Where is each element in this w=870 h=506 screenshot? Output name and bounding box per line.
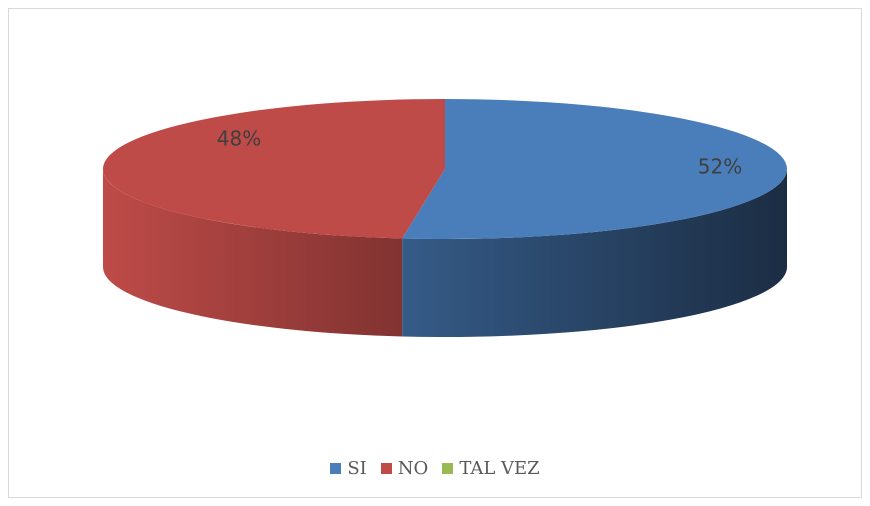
legend-item-si: SI: [330, 458, 367, 479]
legend-label-tal-vez: TAL VEZ: [459, 458, 540, 479]
legend-item-tal-vez: TAL VEZ: [442, 458, 540, 479]
legend-swatch-si: [330, 463, 342, 474]
legend-item-no: NO: [380, 458, 429, 479]
slice-side-si: [402, 169, 787, 337]
slice-top-no: [102, 99, 445, 239]
slice-side-no: [103, 169, 403, 337]
data-label-si: 52%: [698, 155, 742, 179]
legend: SI NO TAL VEZ: [0, 458, 870, 479]
legend-label-no: NO: [397, 458, 429, 479]
slice-top-si: [402, 99, 787, 239]
data-label-no: 48%: [217, 127, 261, 151]
legend-swatch-no: [380, 463, 392, 474]
legend-swatch-tal-vez: [442, 463, 454, 474]
legend-label-si: SI: [347, 458, 367, 479]
